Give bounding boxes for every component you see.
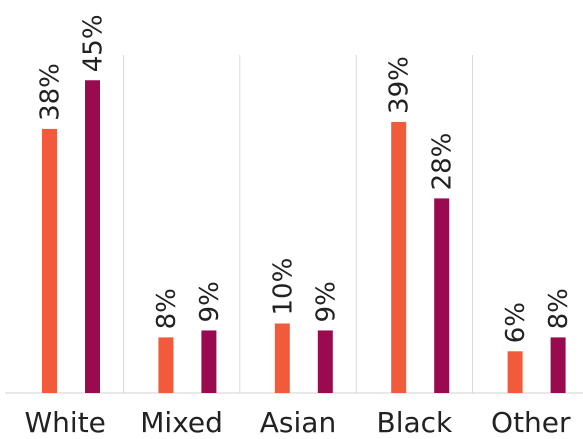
data-label-black-series-1: 39%: [385, 56, 415, 114]
data-label-other-series-2: 8%: [544, 288, 574, 329]
bar-asian-series-2: [317, 330, 333, 393]
bar-white-series-1: [42, 128, 57, 393]
data-label-mixed-series-1: 8%: [152, 288, 182, 329]
bar-white-series-2: [85, 80, 100, 393]
bar-black-series-2: [434, 198, 450, 393]
bar-mixed-series-1: [158, 337, 174, 393]
data-label-asian-series-2: 9%: [311, 281, 341, 322]
category-label-mixed: Mixed: [140, 406, 223, 439]
bars-group: [42, 80, 566, 393]
data-label-asian-series-1: 10%: [268, 258, 298, 316]
data-label-mixed-series-2: 9%: [195, 281, 225, 322]
data-label-white-series-2: 45%: [79, 14, 109, 72]
bar-asian-series-1: [274, 323, 290, 393]
bar-black-series-1: [391, 121, 407, 393]
data-label-white-series-1: 38%: [36, 63, 66, 121]
data-labels-group: 38% 45% 8% 9% 10% 9% 39% 28% 6% 8%: [36, 14, 575, 343]
category-labels-group: White Mixed Asian Black Other: [24, 406, 571, 439]
category-label-other: Other: [491, 406, 571, 439]
category-label-white: White: [24, 406, 105, 439]
bar-other-series-1: [507, 351, 523, 393]
data-label-black-series-2: 28%: [428, 133, 458, 191]
bar-mixed-series-2: [201, 330, 217, 393]
category-separators: [122, 55, 474, 393]
category-label-black: Black: [377, 406, 454, 439]
bar-other-series-2: [550, 337, 566, 393]
category-label-asian: Asian: [260, 406, 336, 439]
data-label-other-series-1: 6%: [501, 302, 531, 343]
